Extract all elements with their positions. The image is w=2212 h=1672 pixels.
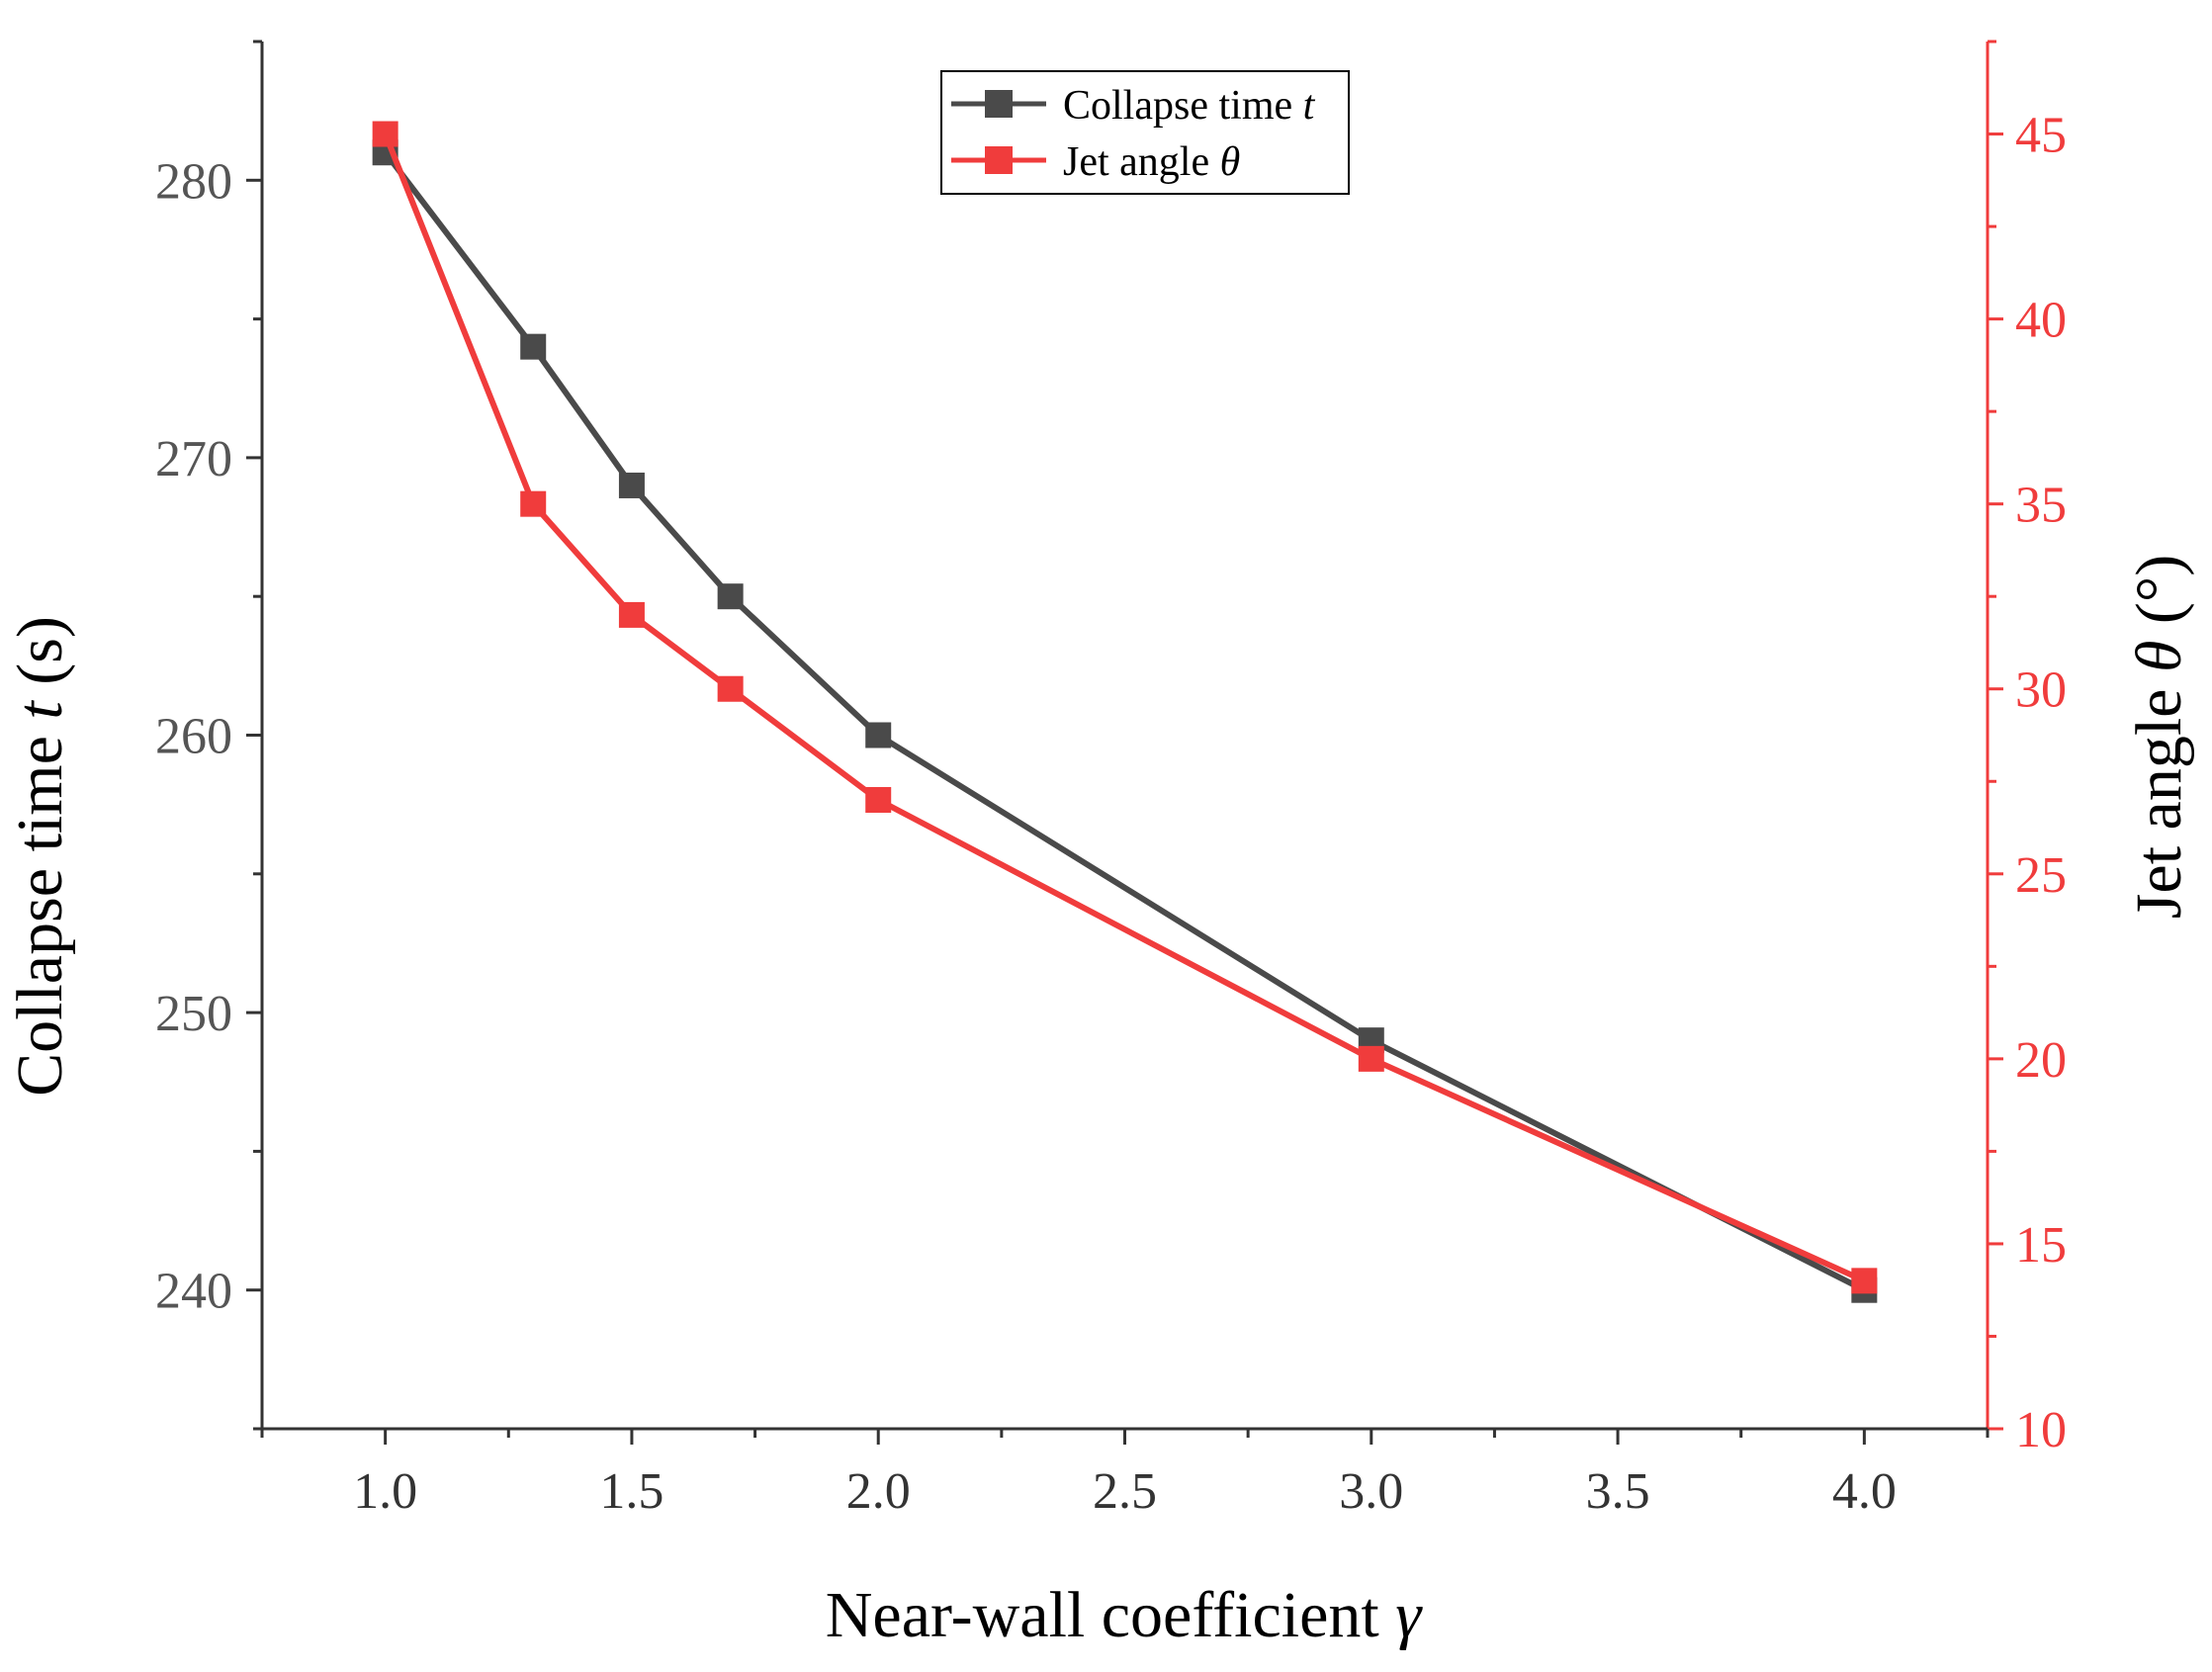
data-point-jet-angle: [520, 490, 547, 517]
left-tick-label: 260: [155, 709, 232, 765]
left-tick-label: 250: [155, 986, 232, 1042]
data-point-jet-angle: [618, 601, 645, 628]
series-layer: [372, 121, 1878, 1303]
legend-marker-jet-angle: [985, 146, 1013, 174]
right-tick-label: 20: [2015, 1032, 2067, 1089]
series-collapse-time: [372, 139, 1878, 1303]
x-tick-label: 3.0: [1339, 1463, 1403, 1520]
right-tick-label: 15: [2015, 1217, 2067, 1274]
legend-marker-collapse-time: [985, 90, 1013, 118]
x-tick-label: 3.5: [1586, 1463, 1650, 1520]
series-jet-angle: [372, 121, 1878, 1294]
right-tick-label: 35: [2015, 478, 2067, 534]
left-tick-label: 270: [155, 431, 232, 487]
right-tick-label: 40: [2015, 293, 2067, 349]
x-axis: 1.0 1.5 2.0 2.5 3.0 3.5 4.0: [260, 1427, 1990, 1520]
right-tick-label: 10: [2015, 1402, 2067, 1458]
right-tick-label: 25: [2015, 847, 2067, 904]
data-point-jet-angle: [1851, 1268, 1878, 1294]
x-tick-label: 2.5: [1093, 1463, 1157, 1520]
legend-label-jet-angle: Jet angle θ: [1063, 139, 1240, 185]
data-point-collapse-time: [520, 333, 547, 360]
data-point-collapse-time: [865, 722, 892, 748]
data-point-jet-angle: [717, 675, 744, 702]
left-y-axis: 240 250 260 270 280: [155, 40, 264, 1431]
data-point-collapse-time: [618, 472, 645, 498]
series-line-jet-angle: [382, 132, 1866, 1284]
legend: Collapse time t Jet angle θ: [940, 70, 1350, 195]
x-axis-title: Near-wall coefficient γ: [826, 1579, 1423, 1651]
left-tick-label: 240: [155, 1264, 232, 1320]
x-tick-label: 1.5: [599, 1463, 664, 1520]
right-y-axis: 10 15 20 25 30 35 40 45: [1986, 40, 2067, 1458]
series-line-collapse-time: [383, 150, 1866, 1293]
x-tick-label: 2.0: [846, 1463, 911, 1520]
legend-entry-collapse-time: Collapse time t: [951, 83, 1316, 129]
data-point-jet-angle: [865, 786, 892, 813]
x-tick-label: 1.0: [353, 1463, 417, 1520]
legend-label-collapse-time: Collapse time t: [1063, 83, 1316, 129]
right-tick-label: 30: [2015, 662, 2067, 719]
data-point-jet-angle: [1358, 1045, 1384, 1072]
right-tick-label: 45: [2015, 108, 2067, 164]
data-point-collapse-time: [717, 583, 744, 610]
data-point-jet-angle: [372, 121, 398, 147]
left-y-axis-title: Collapse time t (s): [4, 616, 76, 1097]
right-y-axis-title: Jet angle θ (°): [2123, 555, 2195, 920]
left-tick-label: 280: [155, 153, 232, 210]
x-tick-label: 4.0: [1832, 1463, 1897, 1520]
legend-entry-jet-angle: Jet angle θ: [951, 139, 1240, 185]
